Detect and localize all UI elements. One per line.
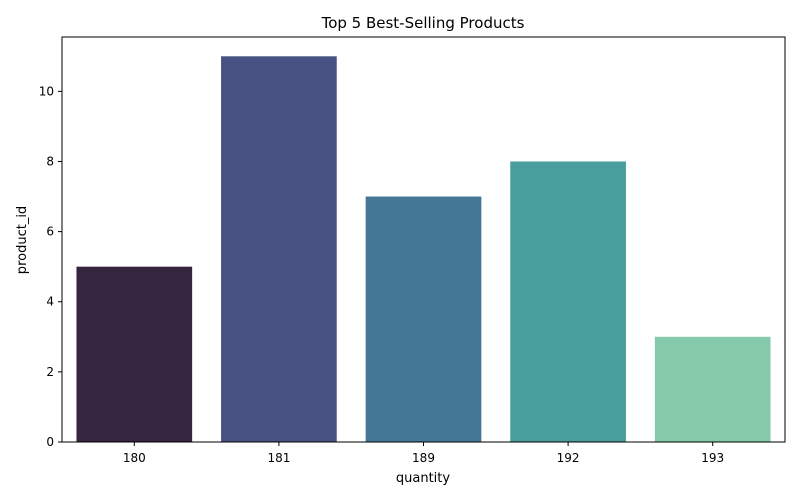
plot-frame [61, 36, 786, 443]
x-axis-label: quantity [396, 471, 451, 486]
bar-181 [221, 56, 337, 443]
y-tick-label: 4 [46, 295, 54, 309]
y-tick-label: 2 [46, 365, 54, 379]
x-tick-label: 192 [557, 451, 580, 465]
y-tick-label: 0 [46, 435, 54, 449]
x-tick-label: 189 [412, 451, 435, 465]
bars-group [76, 56, 771, 443]
x-tick-label: 181 [267, 451, 290, 465]
bar-189 [365, 196, 482, 442]
y-axis-ticks: 0 2 4 6 8 10 [39, 84, 62, 449]
bar-193 [654, 336, 771, 442]
y-tick-label: 6 [46, 225, 54, 239]
x-axis-ticks: 180 181 189 192 193 [123, 442, 724, 465]
y-axis-label: product_id [15, 206, 30, 274]
bar-192 [510, 161, 626, 442]
y-tick-label: 8 [46, 154, 54, 168]
chart-title: Top 5 Best-Selling Products [321, 14, 525, 32]
y-tick-label: 10 [39, 84, 54, 98]
x-tick-label: 180 [123, 451, 146, 465]
x-tick-label: 193 [701, 451, 724, 465]
bar-180 [76, 266, 193, 442]
